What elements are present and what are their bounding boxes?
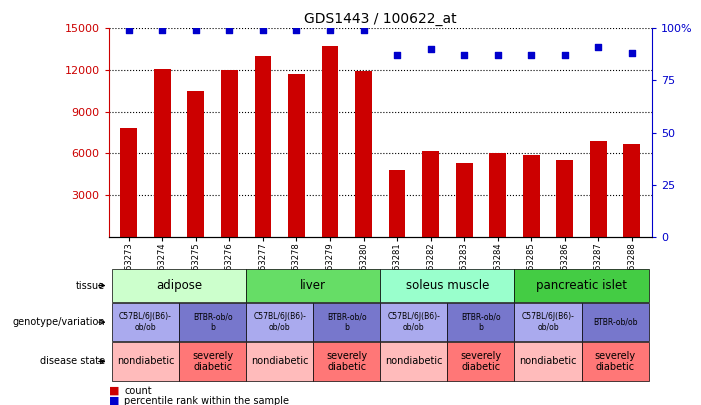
Bar	[388, 170, 405, 237]
Bar	[154, 69, 171, 237]
Text: nondiabetic: nondiabetic	[117, 356, 175, 367]
Point	[257, 27, 268, 34]
Point	[391, 52, 402, 59]
Text: BTBR-ob/o
b: BTBR-ob/o b	[461, 313, 501, 332]
Bar	[322, 47, 339, 237]
Point	[559, 52, 571, 59]
Text: genotype/variation: genotype/variation	[13, 317, 105, 327]
Text: BTBR-ob/ob: BTBR-ob/ob	[593, 318, 637, 327]
Bar	[523, 155, 540, 237]
Bar	[187, 91, 204, 237]
Text: nondiabetic: nondiabetic	[385, 356, 442, 367]
Text: liver: liver	[300, 279, 326, 292]
Bar	[254, 56, 271, 237]
Text: C57BL/6J(B6)-
ob/ob: C57BL/6J(B6)- ob/ob	[119, 313, 172, 332]
Bar	[355, 71, 372, 237]
Point	[190, 27, 201, 34]
Point	[458, 52, 470, 59]
Bar	[489, 153, 506, 237]
Point	[626, 50, 637, 57]
Bar	[422, 151, 439, 237]
Point	[123, 27, 135, 34]
Point	[592, 44, 604, 50]
Text: pancreatic islet: pancreatic islet	[536, 279, 627, 292]
Text: nondiabetic: nondiabetic	[519, 356, 577, 367]
Point	[492, 52, 503, 59]
Text: percentile rank within the sample: percentile rank within the sample	[124, 396, 289, 405]
Text: severely
diabetic: severely diabetic	[594, 351, 636, 372]
Text: severely
diabetic: severely diabetic	[192, 351, 233, 372]
Text: C57BL/6J(B6)-
ob/ob: C57BL/6J(B6)- ob/ob	[388, 313, 440, 332]
Text: tissue: tissue	[76, 281, 105, 290]
Text: nondiabetic: nondiabetic	[251, 356, 308, 367]
Point	[291, 27, 302, 34]
Text: BTBR-ob/o
b: BTBR-ob/o b	[327, 313, 367, 332]
Bar	[121, 128, 137, 237]
Point	[358, 27, 369, 34]
Point	[224, 27, 235, 34]
Bar	[288, 74, 305, 237]
Text: adipose: adipose	[156, 279, 202, 292]
Bar	[590, 141, 606, 237]
Text: C57BL/6J(B6)-
ob/ob: C57BL/6J(B6)- ob/ob	[253, 313, 306, 332]
Bar	[623, 144, 640, 237]
Title: GDS1443 / 100622_at: GDS1443 / 100622_at	[304, 12, 456, 26]
Text: severely
diabetic: severely diabetic	[326, 351, 367, 372]
Bar	[557, 160, 573, 237]
Text: count: count	[124, 386, 151, 396]
Bar	[456, 163, 472, 237]
Point	[157, 27, 168, 34]
Point	[526, 52, 537, 59]
Text: C57BL/6J(B6)-
ob/ob: C57BL/6J(B6)- ob/ob	[522, 313, 574, 332]
Text: ■: ■	[109, 386, 119, 396]
Text: soleus muscle: soleus muscle	[406, 279, 489, 292]
Bar	[221, 70, 238, 237]
Text: BTBR-ob/o
b: BTBR-ob/o b	[193, 313, 233, 332]
Point	[325, 27, 336, 34]
Text: ■: ■	[109, 396, 119, 405]
Text: disease state: disease state	[40, 356, 105, 367]
Text: severely
diabetic: severely diabetic	[461, 351, 501, 372]
Point	[425, 46, 436, 52]
